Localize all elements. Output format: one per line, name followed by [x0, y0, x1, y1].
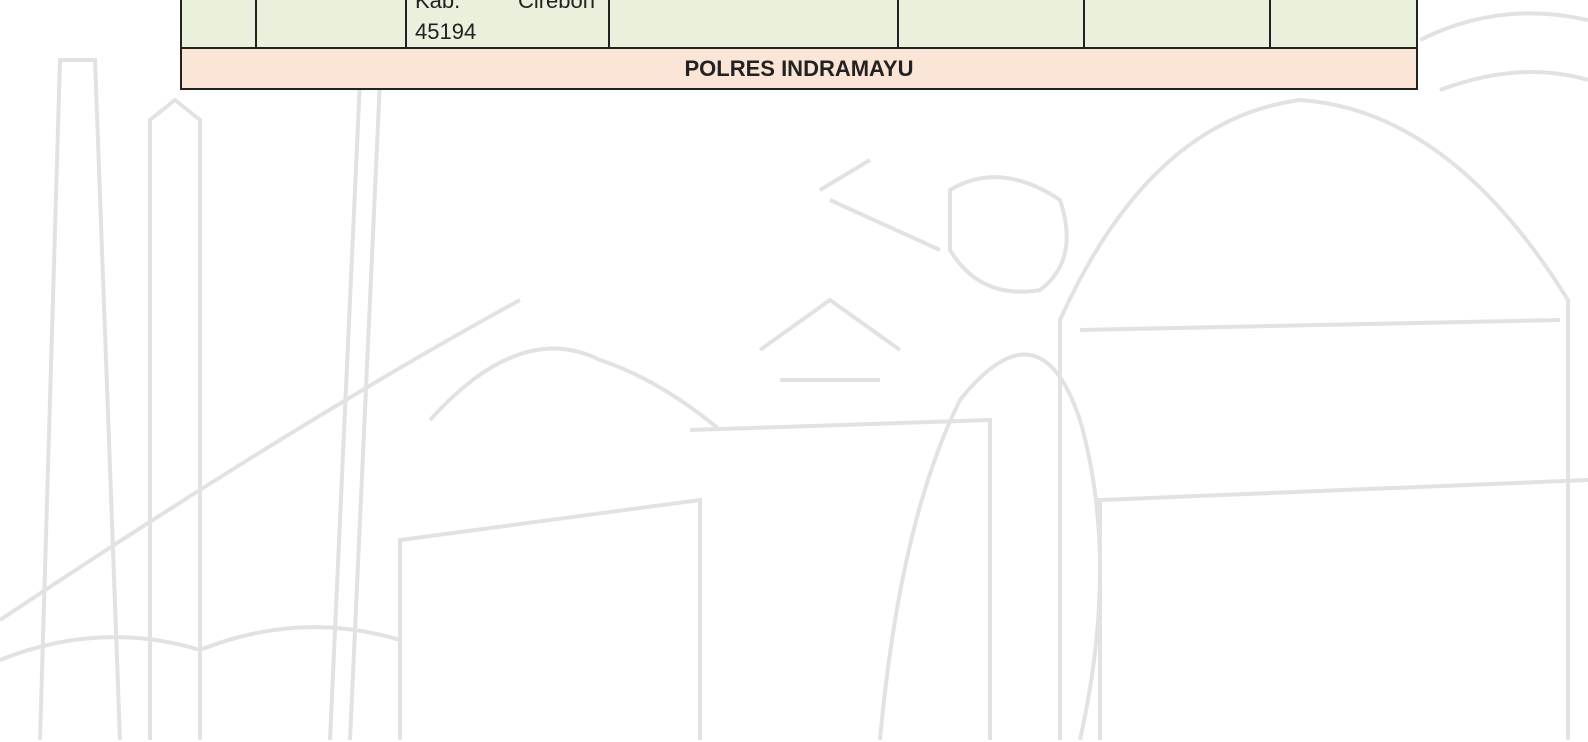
address-cell: Kab. Cirebon 45194	[415, 0, 595, 47]
table-row: Kab. Cirebon 45194	[180, 0, 1418, 49]
cell-border	[255, 0, 257, 49]
address-line: Kab. Cirebon	[415, 0, 595, 13]
section-header: POLRES INDRAMAYU	[180, 47, 1418, 90]
cell-border	[405, 0, 407, 49]
cell-border	[1083, 0, 1085, 49]
cell-border	[1269, 0, 1271, 49]
cell-border	[608, 0, 610, 49]
cell-border	[897, 0, 899, 49]
address-line: 45194	[415, 19, 477, 44]
